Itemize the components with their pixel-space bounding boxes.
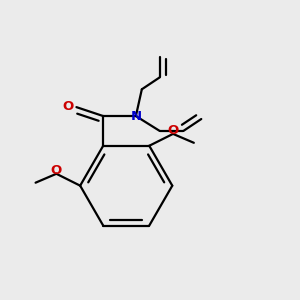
Text: O: O: [167, 124, 179, 137]
Text: O: O: [51, 164, 62, 177]
Text: N: N: [130, 110, 141, 122]
Text: O: O: [62, 100, 74, 113]
